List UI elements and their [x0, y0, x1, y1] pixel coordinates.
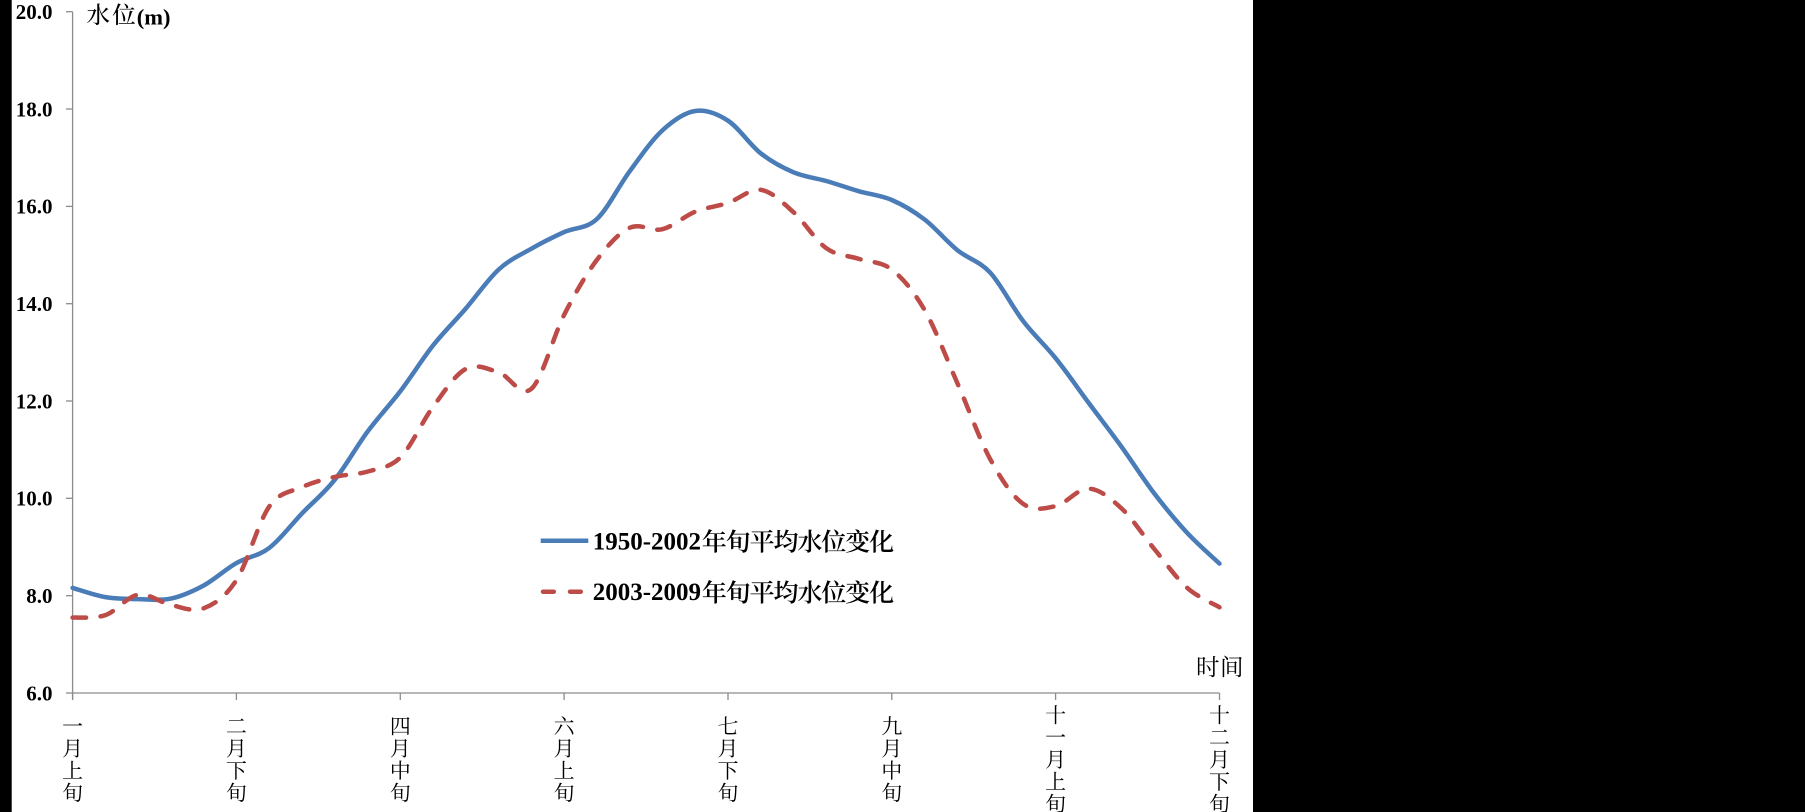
- svg-text:20.0: 20.0: [16, 0, 53, 24]
- svg-text:14.0: 14.0: [16, 292, 53, 316]
- svg-text:12.0: 12.0: [16, 389, 53, 413]
- svg-text:1950-2002: 1950-2002: [593, 528, 701, 555]
- svg-text:(m): (m): [137, 5, 171, 30]
- svg-text:16.0: 16.0: [16, 195, 53, 219]
- svg-text:10.0: 10.0: [16, 487, 53, 511]
- svg-text:2003-2009: 2003-2009: [593, 579, 701, 606]
- svg-text:8.0: 8.0: [26, 584, 52, 608]
- svg-text:6.0: 6.0: [26, 681, 52, 705]
- svg-text:18.0: 18.0: [16, 97, 53, 121]
